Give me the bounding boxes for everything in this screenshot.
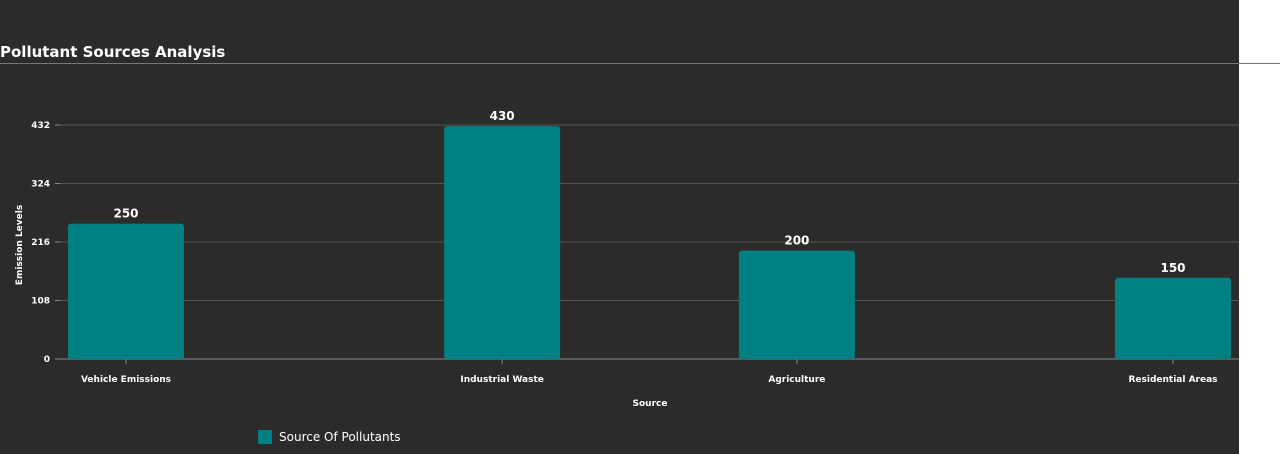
legend-label: Source Of Pollutants [279,430,401,444]
x-tick-label: Residential Areas [1128,375,1217,385]
y-tick-label: 324 [31,180,50,190]
bar-chart: 0 108 216 324 432 250 430 200 150 Vehicle Emiss… [15,109,1239,409]
legend-swatch [258,430,272,444]
y-axis-label: Emission Levels [15,205,25,285]
data-label: 250 [113,207,138,221]
bar[interactable] [1115,277,1231,359]
x-tick-label: Industrial Waste [460,375,544,385]
bar[interactable] [738,250,855,359]
data-label: 150 [1160,261,1185,275]
y-tick-label: 432 [31,121,50,131]
data-label: 200 [784,234,809,248]
y-tick-label: 0 [44,355,50,365]
bar[interactable] [68,223,184,359]
data-label: 430 [490,109,515,123]
bars: 250 430 200 150 [68,109,1231,359]
y-tick-label: 108 [31,297,50,307]
y-tick-label: 216 [31,238,50,248]
grid-lines [60,124,1239,360]
y-axis-ticks: 0 108 216 324 432 [31,121,60,365]
legend: Source Of Pollutants [258,430,401,444]
title-divider [0,63,1280,64]
bar[interactable] [444,126,561,359]
x-axis-label: Source [633,399,668,409]
x-axis-ticks: Vehicle Emissions Industrial Waste Agricul… [81,359,1218,385]
chart-title: Pollutant Sources Analysis [0,43,226,61]
chart-panel [0,0,1239,454]
x-tick-label: Agriculture [768,375,825,385]
x-tick-label: Vehicle Emissions [81,375,171,385]
